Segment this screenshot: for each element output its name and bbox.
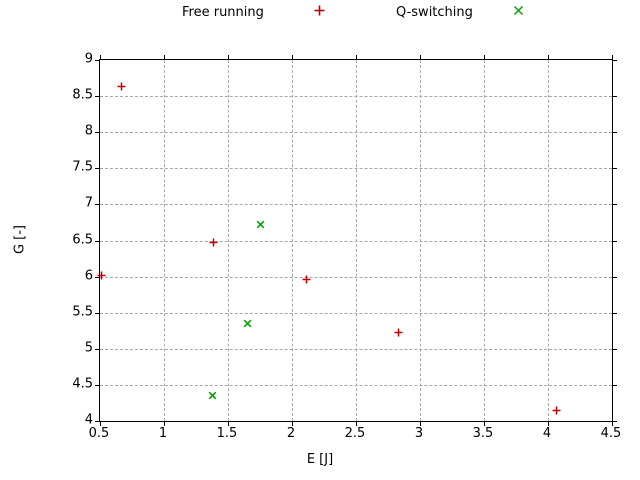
y-axis-tick-label: 9 — [84, 51, 93, 67]
plot-area — [95, 55, 617, 426]
y-axis-tick-label: 8 — [84, 123, 93, 139]
y-axis-tick-right — [612, 132, 617, 134]
y-axis-tick — [95, 60, 100, 61]
x-axis-tick-label: 0.5 — [88, 426, 110, 441]
y-axis-tick-right — [612, 384, 617, 386]
y-axis-tick-label: 6 — [84, 268, 93, 284]
x-axis-tick-label: 3 — [414, 426, 424, 441]
x-axis-tick-top — [548, 55, 549, 60]
x-axis-tick — [356, 421, 357, 426]
grid-line-vertical — [548, 60, 549, 421]
x-axis-tick-label: 1 — [158, 426, 168, 441]
y-axis-tick-right — [612, 168, 617, 170]
y-axis-tick-right — [612, 96, 617, 98]
grid-line-horizontal — [100, 96, 612, 98]
legend-label-free-running: Free running — [182, 5, 264, 20]
y-axis-tick — [95, 204, 100, 206]
x-axis-tick-top — [420, 55, 421, 60]
legend-entry-q-switching[interactable]: Q-switching — [396, 3, 473, 23]
data-point-cross-marker — [208, 391, 217, 399]
y-axis-tick-right — [612, 421, 617, 422]
legend-entry-free-running[interactable]: Free running — [182, 3, 264, 23]
x-axis-tick-label: 1.5 — [216, 426, 238, 441]
data-point-plus-marker — [209, 238, 218, 247]
x-axis-tick-top — [292, 55, 293, 60]
y-axis-tick-labels: 4 4.5 5 5.5 6 6.5 7 7.5 8 8.5 9 — [55, 53, 93, 427]
x-axis-tick-top — [356, 55, 357, 60]
y-axis-tick-right — [612, 276, 617, 278]
y-axis-tick-right — [612, 348, 617, 350]
x-axis-tick-top — [484, 55, 485, 60]
grid-line-vertical — [356, 60, 357, 421]
data-point-plus-marker — [97, 271, 106, 280]
grid-line-horizontal — [100, 276, 612, 278]
data-point-cross-marker — [256, 220, 264, 229]
grid-line-vertical — [292, 60, 293, 421]
grid-line-horizontal — [100, 240, 612, 242]
y-axis-tick-label: 5.5 — [72, 304, 93, 320]
grid-line-horizontal — [100, 312, 612, 314]
grid-line-horizontal — [100, 204, 612, 206]
y-axis-tick-label: 6.5 — [72, 232, 93, 247]
y-axis-tick-label: 4 — [84, 412, 93, 428]
data-point-plus-marker — [117, 82, 126, 91]
x-axis-tick-label: 4.5 — [600, 426, 622, 441]
x-axis-tick-label: 4 — [542, 426, 552, 441]
y-axis-tick-label: 5 — [84, 340, 93, 356]
x-axis-tick — [420, 421, 421, 426]
y-axis-tick-right — [612, 60, 617, 61]
y-axis-tick-label: 7 — [84, 195, 93, 211]
grid-line-horizontal — [100, 348, 612, 350]
x-axis-label: E [J] — [306, 452, 334, 467]
y-axis-tick — [95, 384, 100, 386]
x-axis-tick-label: 2.5 — [344, 426, 366, 441]
x-axis-tick — [548, 421, 549, 426]
x-axis-tick — [100, 421, 101, 426]
grid-line-vertical — [420, 60, 421, 421]
x-axis-tick-labels: 0.5 1 1.5 2 2.5 3 3.5 4 4.5 — [89, 426, 622, 444]
x-axis-tick-top — [228, 55, 229, 60]
y-axis-tick-right — [612, 312, 617, 314]
y-axis-tick — [95, 132, 100, 134]
y-axis-tick — [95, 96, 100, 98]
y-axis-tick-right — [612, 204, 617, 206]
data-point-cross-marker — [243, 319, 252, 328]
grid-line-horizontal — [100, 168, 612, 170]
y-axis-tick — [95, 421, 100, 422]
grid-line-horizontal — [100, 384, 612, 386]
y-axis-label: G [-] — [12, 224, 28, 255]
data-point-plus-marker — [552, 406, 561, 415]
x-axis-tick-label: 3.5 — [472, 426, 494, 441]
y-axis-tick — [95, 240, 100, 242]
x-axis-tick-top — [612, 55, 613, 60]
x-axis-tick — [484, 421, 485, 426]
y-axis-tick — [95, 312, 100, 314]
x-axis-tick-top — [164, 55, 165, 60]
x-axis-tick — [612, 421, 613, 426]
y-axis-tick-right — [612, 240, 617, 242]
legend-label-q-switching: Q-switching — [396, 5, 473, 20]
plus-marker-icon — [314, 5, 325, 16]
data-point-plus-marker — [302, 275, 311, 284]
x-axis-tick — [228, 421, 229, 426]
y-axis-tick-label: 4.5 — [72, 376, 93, 392]
cross-marker-icon — [514, 6, 523, 15]
y-axis-tick-label: 7.5 — [72, 159, 93, 175]
y-axis-tick — [95, 168, 100, 170]
x-axis-tick — [292, 421, 293, 426]
grid-line-vertical — [164, 60, 165, 421]
x-axis-tick-top — [100, 55, 101, 60]
grid-line-horizontal — [100, 132, 612, 134]
data-point-plus-marker — [394, 328, 403, 337]
grid-line-vertical — [228, 60, 229, 421]
x-axis-tick — [164, 421, 165, 426]
x-axis-tick-label: 2 — [286, 426, 296, 441]
y-axis-tick — [95, 276, 100, 278]
y-axis-tick-label: 8.5 — [72, 87, 93, 103]
y-axis-tick — [95, 348, 100, 350]
chart-legend: Free running Q-switching — [0, 0, 640, 28]
grid-line-vertical — [484, 60, 485, 421]
